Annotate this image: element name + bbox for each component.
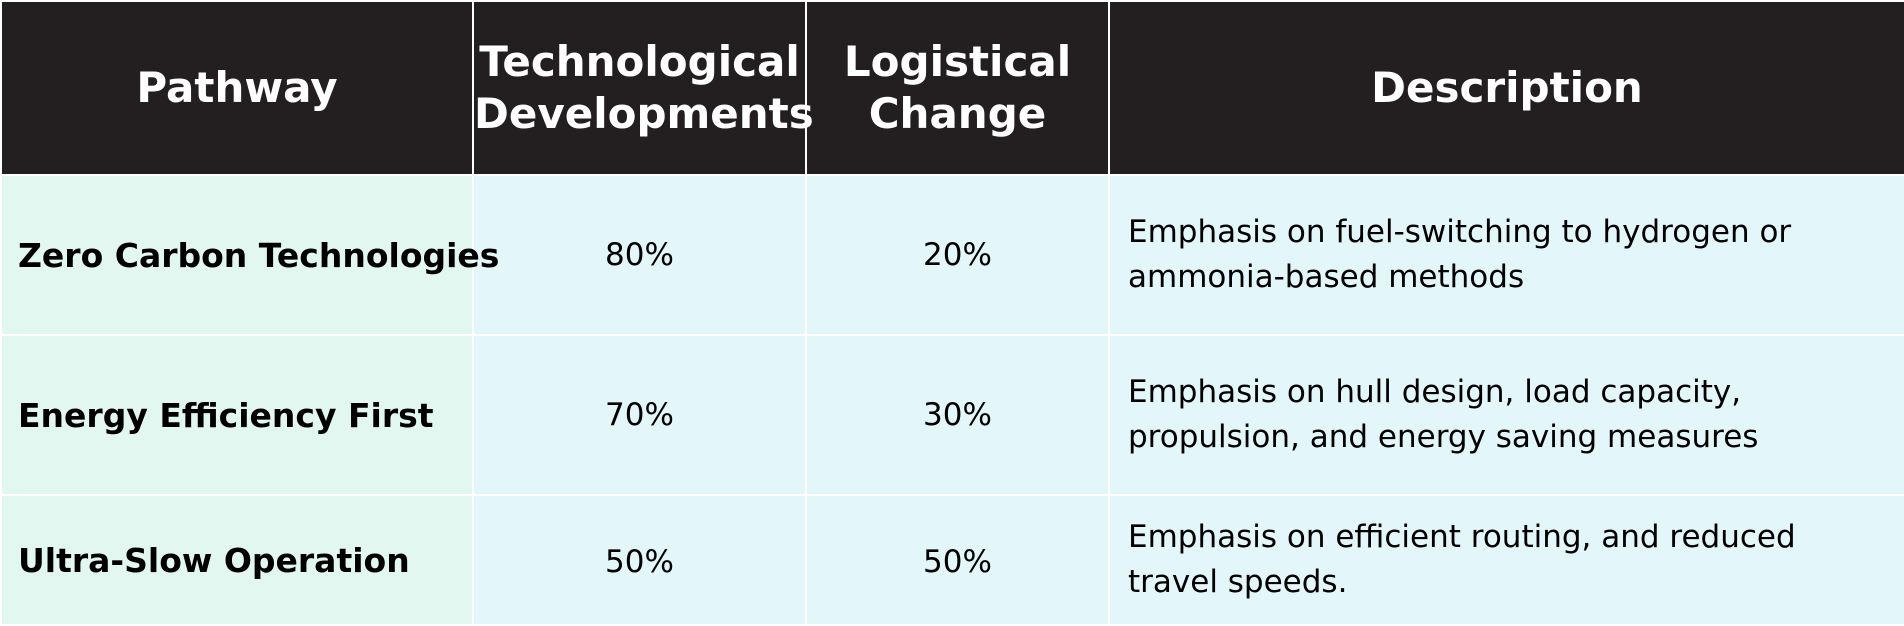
pathway-cell: Ultra-Slow Operation — [0, 494, 474, 626]
header-pathway-label: Pathway — [136, 63, 338, 112]
logistical-cell: 50% — [805, 494, 1110, 626]
table-row: Ultra-Slow Operation 50% 50% Emphasis on… — [0, 494, 1904, 626]
header-row: Pathway Technological Developments Logis… — [0, 0, 1904, 176]
table-row: Zero Carbon Technologies 80% 20% Emphasi… — [0, 174, 1904, 336]
header-logistical-change: Logistical Change — [805, 0, 1110, 176]
technological-cell: 80% — [472, 174, 807, 336]
description-cell: Emphasis on efficient routing, and reduc… — [1108, 494, 1904, 626]
pathway-cell: Energy Efficiency First — [0, 334, 474, 496]
header-technological-developments: Technological Developments — [472, 0, 814, 176]
logistical-cell: 20% — [805, 174, 1110, 336]
header-pathway: Pathway — [0, 0, 474, 176]
description-cell: Emphasis on fuel-switching to hydrogen o… — [1108, 174, 1904, 336]
logistical-cell: 30% — [805, 334, 1110, 496]
technological-cell: 70% — [472, 334, 807, 496]
header-description: Description — [1108, 0, 1904, 176]
technological-cell: 50% — [472, 494, 807, 626]
header-log-line1: Logistical — [843, 37, 1072, 86]
description-cell: Emphasis on hull design, load capacity, … — [1108, 334, 1904, 496]
header-description-label: Description — [1371, 63, 1643, 112]
header-log-line2: Change — [868, 89, 1047, 138]
header-tech-line2: Developments — [474, 89, 814, 138]
header-tech-line1: Technological — [479, 37, 800, 86]
table-row: Energy Efficiency First 70% 30% Emphasis… — [0, 334, 1904, 496]
pathway-cell: Zero Carbon Technologies — [0, 174, 499, 336]
